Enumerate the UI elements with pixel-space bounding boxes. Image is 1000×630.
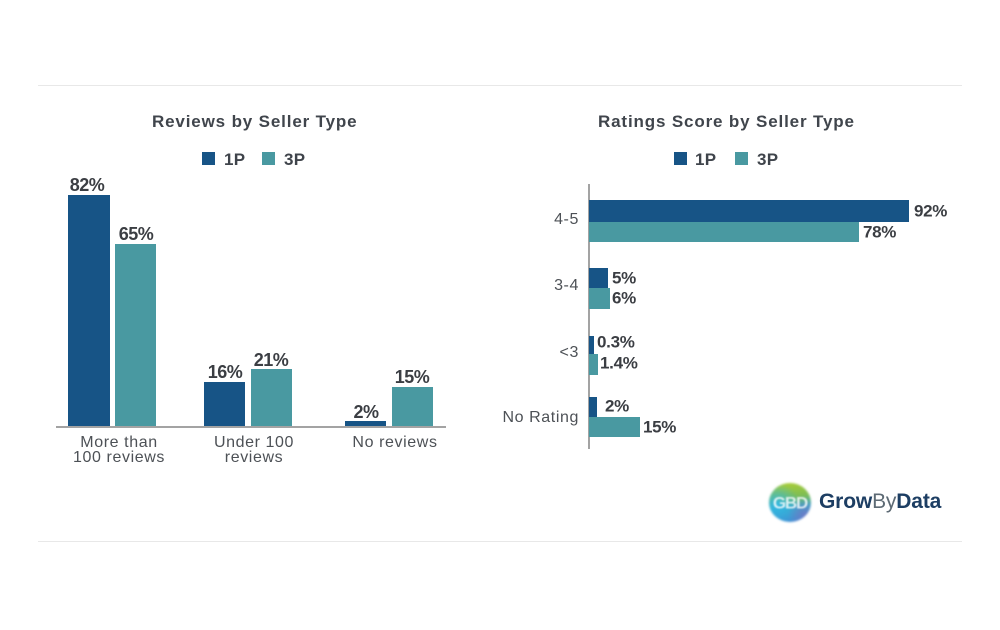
svg-text:GBD: GBD <box>773 494 808 513</box>
